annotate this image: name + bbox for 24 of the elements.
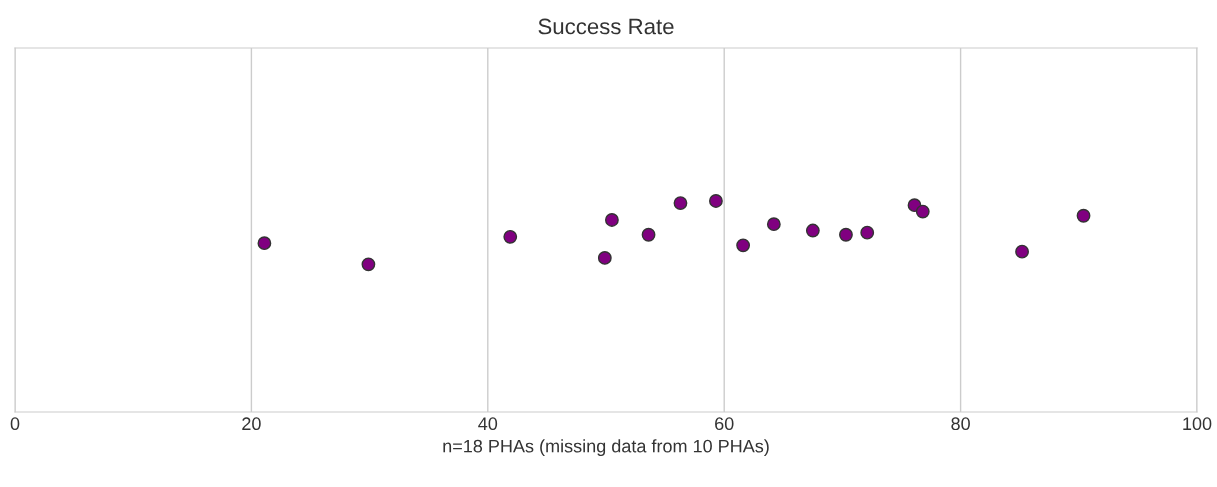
point [605,213,619,227]
point [766,217,781,232]
point [709,194,723,208]
x-tick-label: 60 [715,417,734,431]
point [673,196,688,211]
point [361,257,376,272]
x-tick-label: 0 [10,417,20,431]
x-tick-label: 40 [478,417,498,431]
point [503,229,518,244]
point [1076,208,1091,223]
point [597,251,612,265]
point [805,223,820,238]
x-axis-title: n=18 PHAs (missing data from 10 PHAs) [443,439,769,457]
point [736,238,751,253]
point [915,204,930,219]
point [1015,244,1029,259]
point [839,227,853,242]
x-tick-label: 20 [242,417,261,431]
point [860,225,875,240]
x-tick-label: 80 [951,417,970,431]
chart-title: Success Rate [538,18,674,35]
x-tick-label: 100 [1183,417,1212,431]
point [257,236,272,251]
point [641,227,656,242]
